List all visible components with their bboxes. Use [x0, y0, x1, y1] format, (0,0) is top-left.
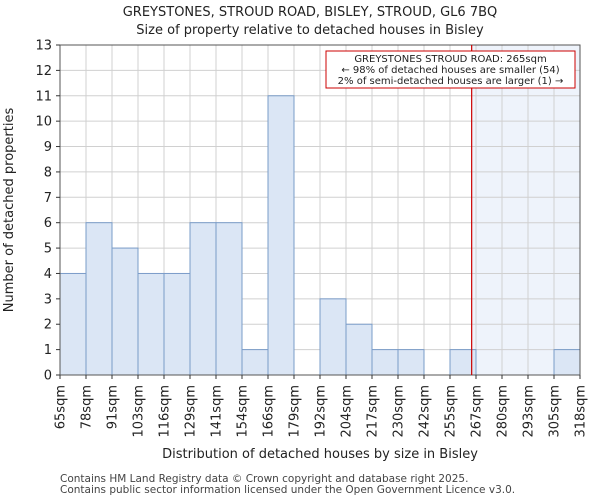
x-tick-label-5: 129sqm	[184, 385, 199, 438]
annotation-line-1: GREYSTONES STROUD ROAD: 265sqm	[354, 54, 546, 65]
x-tick-label-13: 230sqm	[392, 385, 407, 438]
y-tick-label-11: 11	[35, 89, 52, 104]
y-tick-label-0: 0	[44, 369, 52, 384]
x-tick-label-2: 91sqm	[106, 385, 121, 429]
y-tick-label-10: 10	[35, 115, 52, 130]
annotation-line-2: ← 98% of detached houses are smaller (54…	[341, 65, 559, 76]
bar-8	[267, 95, 295, 376]
y-tick-label-8: 8	[44, 165, 52, 180]
x-tick-label-0: 65sqm	[54, 385, 69, 429]
bar-1	[85, 222, 113, 376]
bar-11	[345, 323, 373, 376]
bar-2	[111, 247, 139, 376]
x-tick-label-3: 103sqm	[132, 385, 147, 438]
y-tick-label-1: 1	[44, 343, 52, 358]
bar-6	[215, 222, 243, 376]
x-tick-label-16: 267sqm	[470, 385, 485, 438]
x-tick-label-4: 116sqm	[158, 385, 173, 438]
annotation-line-3: 2% of semi-detached houses are larger (1…	[338, 76, 564, 87]
x-tick-label-8: 166sqm	[262, 385, 277, 438]
y-axis-label: Number of detached properties	[2, 108, 17, 313]
x-tick-label-15: 255sqm	[444, 385, 459, 438]
x-tick-label-9: 179sqm	[288, 385, 303, 438]
footer: Contains HM Land Registry data © Crown c…	[60, 474, 515, 496]
x-tick-label-18: 293sqm	[522, 385, 537, 438]
x-tick-label-6: 141sqm	[210, 385, 225, 438]
footer-line-1: Contains HM Land Registry data © Crown c…	[60, 473, 469, 485]
chart-title: GREYSTONES, STROUD ROAD, BISLEY, STROUD,…	[123, 5, 498, 20]
y-tick-label-2: 2	[44, 318, 52, 333]
y-tick-label-5: 5	[44, 242, 52, 257]
y-tick-label-4: 4	[44, 267, 52, 282]
y-tick-label-9: 9	[44, 140, 52, 155]
bar-4	[163, 272, 191, 376]
x-tick-label-1: 78sqm	[80, 385, 95, 429]
x-tick-label-14: 242sqm	[418, 385, 433, 438]
highlight-region	[471, 45, 580, 375]
y-tick-label-13: 13	[35, 39, 52, 54]
x-tick-label-12: 217sqm	[366, 385, 381, 438]
y-tick-label-7: 7	[44, 191, 52, 206]
x-tick-label-20: 318sqm	[574, 385, 589, 438]
y-tick-label-6: 6	[44, 216, 52, 231]
y-tick-label-3: 3	[44, 292, 52, 307]
x-tick-label-10: 192sqm	[314, 385, 329, 438]
x-tick-label-7: 154sqm	[236, 385, 251, 438]
bar-10	[319, 298, 347, 376]
bar-19	[553, 349, 581, 376]
x-tick-label-17: 280sqm	[496, 385, 511, 438]
bar-5	[189, 222, 217, 376]
x-axis-label: Distribution of detached houses by size …	[162, 447, 478, 462]
annotation-box	[325, 50, 576, 89]
y-tick-label-12: 12	[35, 64, 52, 79]
chart-subtitle: Size of property relative to detached ho…	[136, 23, 484, 38]
bar-7	[241, 349, 269, 376]
x-tick-label-19: 305sqm	[548, 385, 563, 438]
bar-13	[397, 349, 425, 376]
bar-0	[59, 272, 87, 376]
bar-12	[371, 349, 399, 376]
x-tick-label-11: 204sqm	[340, 385, 355, 438]
bar-3	[137, 272, 165, 376]
footer-line-2: Contains public sector information licen…	[60, 484, 516, 496]
